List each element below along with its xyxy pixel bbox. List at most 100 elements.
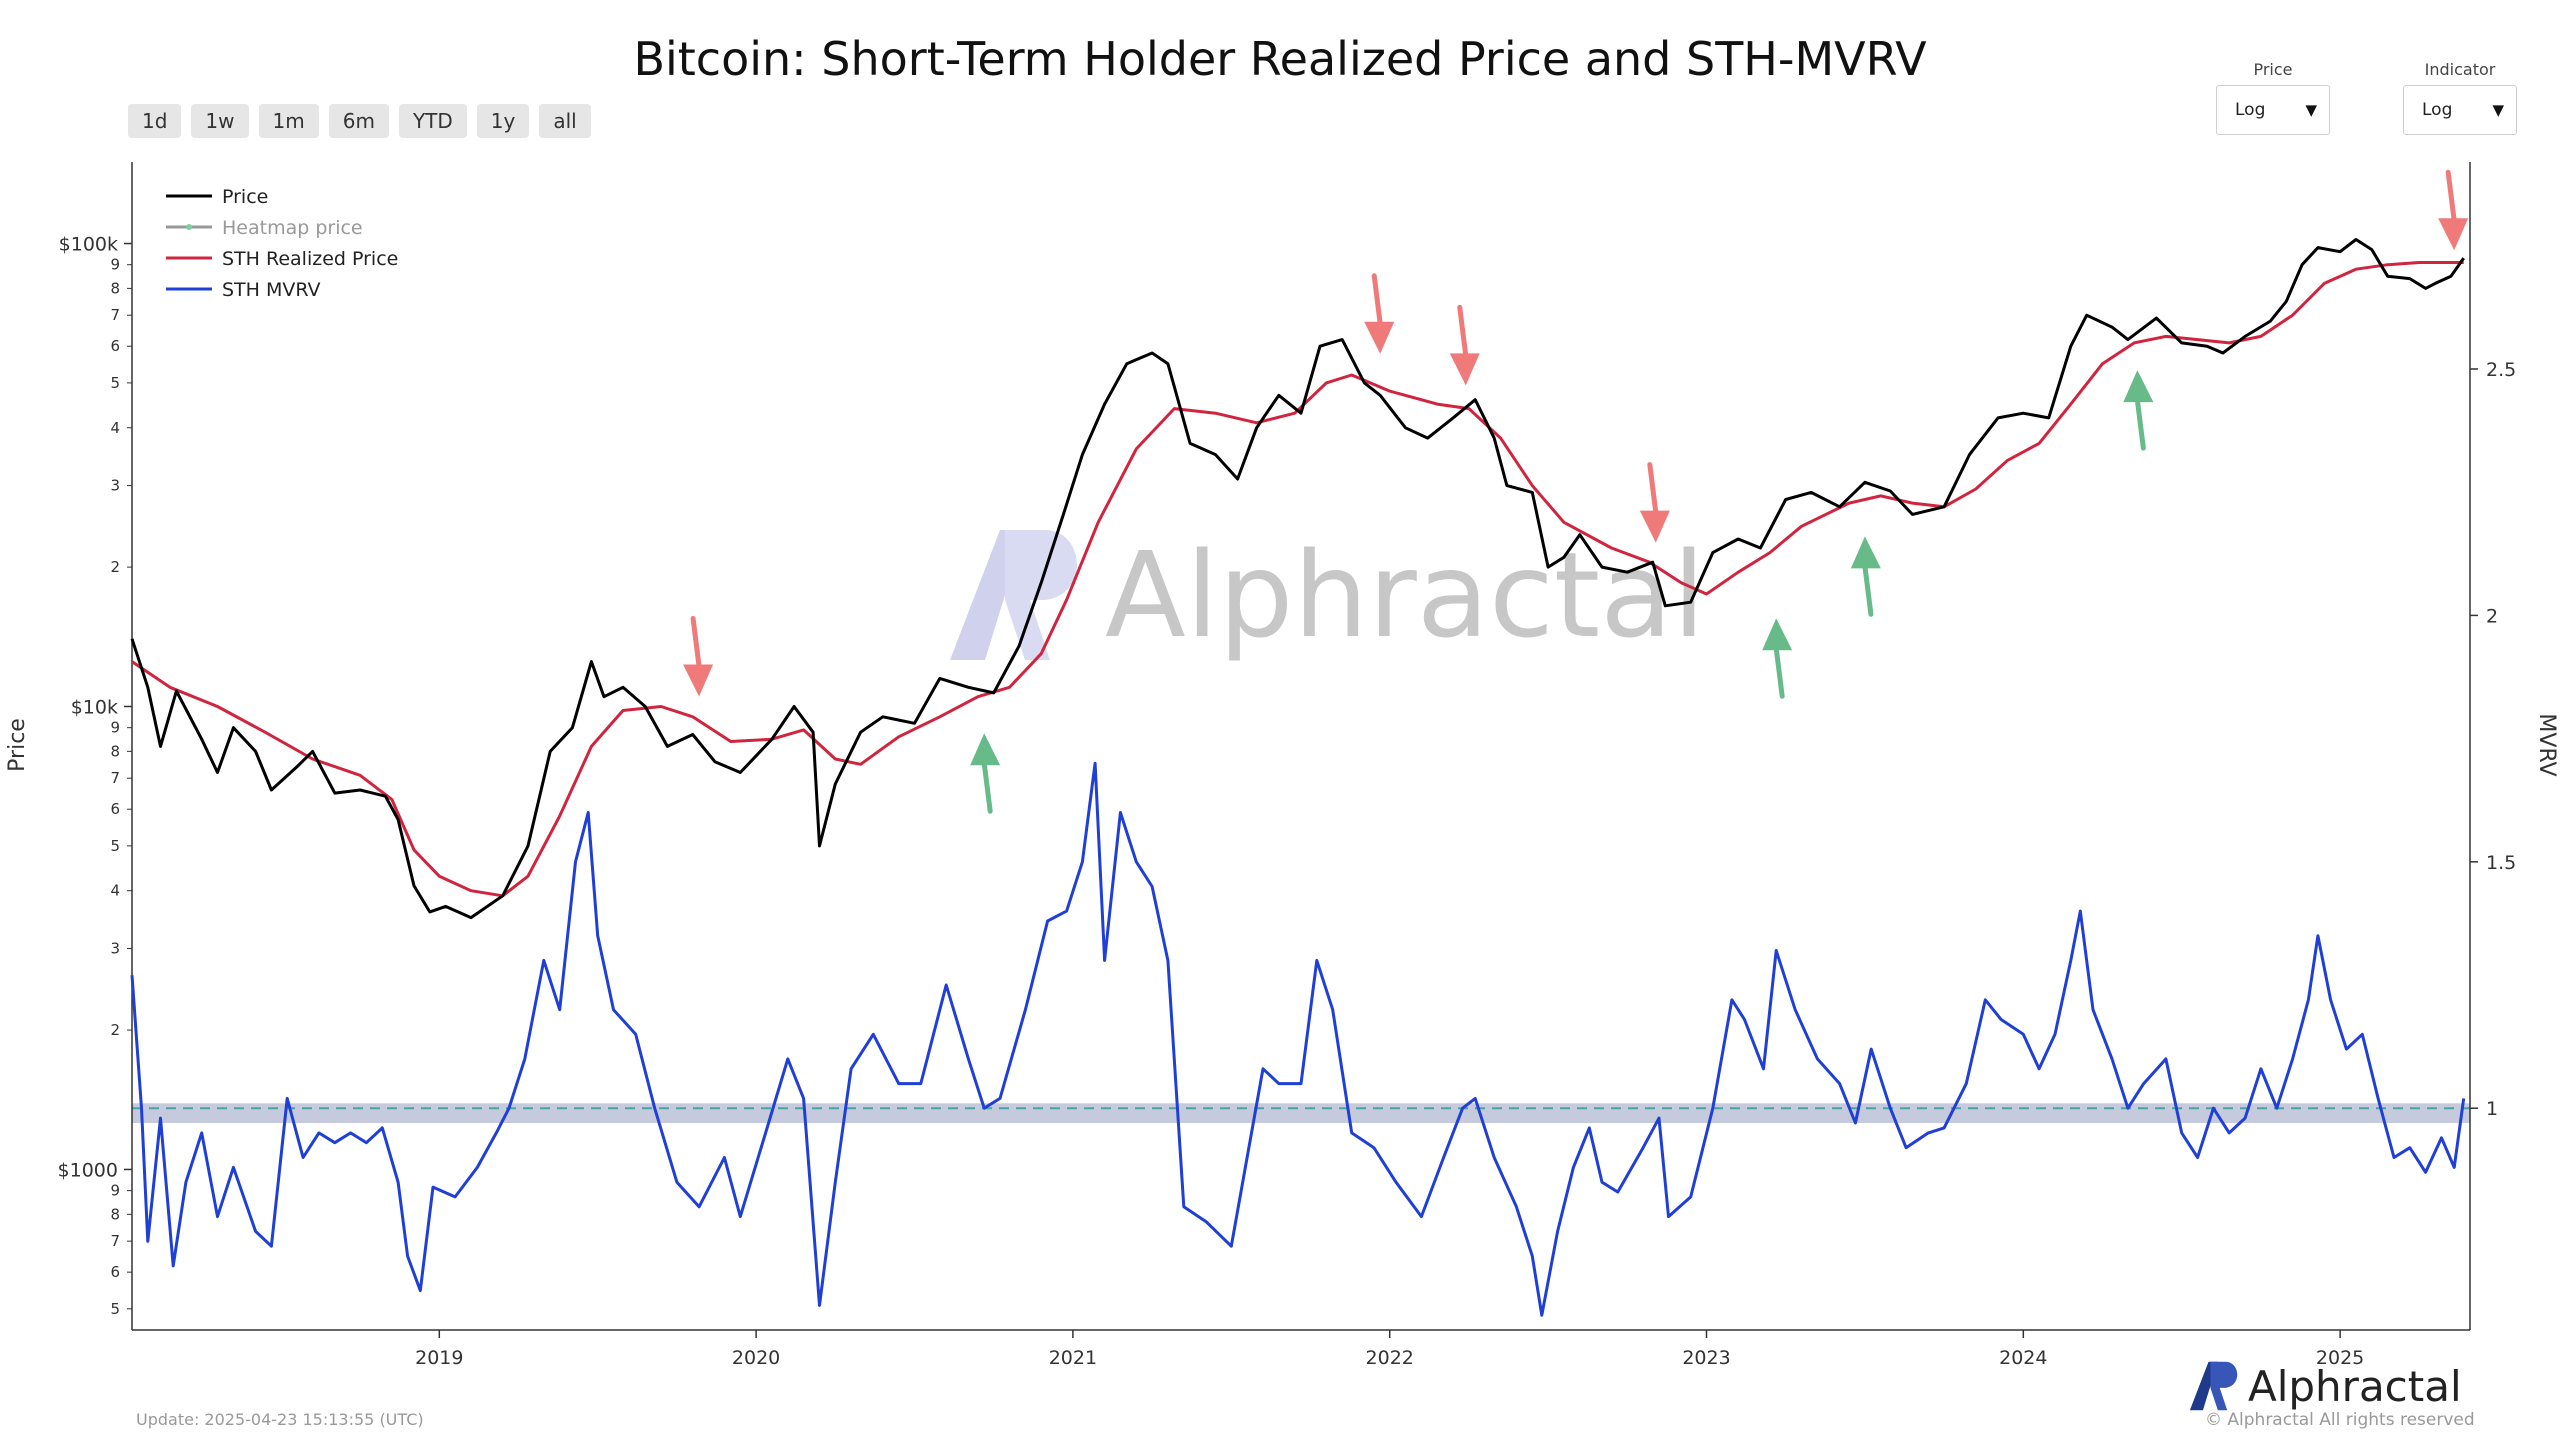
left-axis-title: Price — [5, 718, 30, 772]
x-tick-label: 2023 — [1682, 1347, 1730, 1369]
arrow-shaft — [1457, 304, 1469, 358]
x-tick-label: 2025 — [2316, 1347, 2364, 1369]
dropdown-arrow-icon: ▼ — [2492, 101, 2504, 119]
alphractal-logo-icon — [950, 530, 1077, 660]
arrow-head — [1364, 321, 1395, 354]
arrow-head — [683, 664, 714, 697]
y-left-minor-tick-label: 3 — [110, 477, 120, 495]
arrow-shaft — [690, 615, 702, 669]
range-button-ytd[interactable]: YTD — [398, 104, 467, 138]
y-right-tick-label: 1.5 — [2486, 852, 2516, 874]
price-scale-label: Price — [2253, 60, 2293, 79]
watermark: Alphractal — [945, 525, 1705, 665]
legend-label: Price — [222, 186, 268, 208]
arrow-shaft — [2134, 397, 2146, 451]
annotation-layer — [683, 169, 2469, 814]
arrow-head — [1762, 618, 1793, 651]
x-tick-label: 2022 — [1366, 1347, 1414, 1369]
legend-label: STH MVRV — [222, 279, 321, 301]
range-button-6m[interactable]: 6m — [328, 104, 389, 138]
reference-band — [132, 1103, 2470, 1124]
legend-marker — [186, 224, 192, 230]
y-left-minor-tick-label: 3 — [110, 940, 120, 958]
range-button-1m[interactable]: 1m — [258, 104, 319, 138]
y-left-minor-tick-label: 6 — [110, 337, 120, 355]
arrow-shaft — [981, 760, 993, 814]
alphractal-logo-icon — [2189, 1361, 2238, 1411]
arrow-shaft — [1647, 462, 1659, 516]
dropdown-arrow-icon: ▼ — [2305, 101, 2317, 119]
right-axis-title: MVRV — [2534, 713, 2559, 776]
range-selector: 1d 1w 1m 6m YTD 1y all — [128, 104, 591, 138]
y-left-tick-label: $1000 — [58, 1159, 118, 1181]
y-left-minor-tick-label: 9 — [110, 1182, 120, 1200]
y-right-tick-label: 1 — [2486, 1098, 2498, 1120]
chart-title: Bitcoin: Short-Term Holder Realized Pric… — [633, 32, 1927, 86]
legend-item: STH MVRV — [166, 279, 321, 301]
y-left-minor-tick-label: 8 — [110, 279, 120, 297]
brand-logo: Alphractal — [2188, 1358, 2462, 1414]
arrow-head — [1449, 353, 1480, 386]
sell-signal-arrow — [2438, 169, 2469, 251]
buy-signal-arrow — [1762, 618, 1793, 699]
range-button-1y[interactable]: 1y — [476, 104, 530, 138]
y-left-minor-tick-label: 5 — [110, 1300, 120, 1318]
legend-item: STH Realized Price — [166, 248, 398, 270]
y-left-minor-tick-label: 7 — [110, 1232, 120, 1250]
sell-signal-arrow — [683, 615, 714, 697]
brand-name: Alphractal — [2248, 1361, 2462, 1411]
buy-signal-arrow — [2123, 370, 2154, 451]
arrow-shaft — [1773, 645, 1785, 699]
series-layer — [130, 238, 2466, 1317]
series-line-sth-realized-price — [131, 261, 2464, 898]
axes: 2019 2020 2021 2022 2023 2024 2025 $1000 $10k $10… — [58, 162, 2516, 1369]
arrow-shaft — [1862, 563, 1874, 617]
y-left-minor-tick-label: 8 — [110, 1205, 120, 1223]
y-left-minor-tick-label: 2 — [110, 558, 120, 576]
y-left-minor-tick-label: 9 — [110, 719, 120, 737]
y-left-minor-tick-label: 2 — [110, 1021, 120, 1039]
indicator-scale-control: Indicator Log ▼ — [2403, 60, 2517, 135]
y-left-minor-tick-label: 6 — [110, 800, 120, 818]
legend-label: Heatmap price — [222, 217, 363, 239]
y-left-minor-tick-label: 5 — [110, 374, 120, 392]
arrow-shaft — [1371, 273, 1383, 327]
arrow-head — [1850, 536, 1881, 569]
legend-label: STH Realized Price — [222, 248, 398, 270]
legend-item: Heatmap price — [166, 217, 363, 239]
x-tick-label: 2019 — [415, 1347, 463, 1369]
y-left-minor-tick-label: 7 — [110, 306, 120, 324]
legend-item: Price — [166, 186, 268, 208]
price-scale-control: Price Log ▼ — [2216, 60, 2330, 135]
y-left-tick-label: $100k — [59, 234, 118, 256]
price-scale-value: Log — [2235, 100, 2266, 120]
x-tick-label: 2020 — [732, 1347, 780, 1369]
arrow-shaft — [2445, 169, 2457, 223]
y-left-minor-tick-label: 7 — [110, 769, 120, 787]
range-button-1d[interactable]: 1d — [128, 104, 182, 138]
indicator-scale-select[interactable]: Log ▼ — [2403, 85, 2517, 135]
arrow-head — [970, 733, 1001, 766]
x-tick-label: 2021 — [1049, 1347, 1097, 1369]
y-left-minor-tick-label: 4 — [110, 882, 120, 900]
copyright: © Alphractal All rights reserved — [2205, 1410, 2475, 1430]
range-button-all[interactable]: all — [539, 104, 591, 138]
sell-signal-arrow — [1639, 462, 1670, 543]
y-left-minor-tick-label: 8 — [110, 742, 120, 760]
arrow-head — [2123, 370, 2154, 403]
y-left-minor-tick-label: 6 — [110, 1263, 120, 1281]
x-tick-label: 2024 — [1999, 1347, 2047, 1369]
reference-band-rect — [132, 1103, 2470, 1124]
y-left-minor-tick-label: 5 — [110, 837, 120, 855]
update-timestamp: Update: 2025-04-23 15:13:55 (UTC) — [136, 1410, 424, 1429]
price-scale-select[interactable]: Log ▼ — [2216, 85, 2330, 135]
y-right-tick-label: 2.5 — [2486, 359, 2516, 381]
y-left-minor-tick-label: 9 — [110, 256, 120, 274]
legend: Price Heatmap price STH Realized Price STH … — [166, 186, 398, 301]
y-left-minor-tick-label: 4 — [110, 419, 120, 437]
arrow-head — [1639, 510, 1670, 543]
buy-signal-arrow — [970, 733, 1001, 814]
range-button-1w[interactable]: 1w — [191, 104, 249, 138]
y-right-tick-label: 2 — [2486, 605, 2498, 627]
